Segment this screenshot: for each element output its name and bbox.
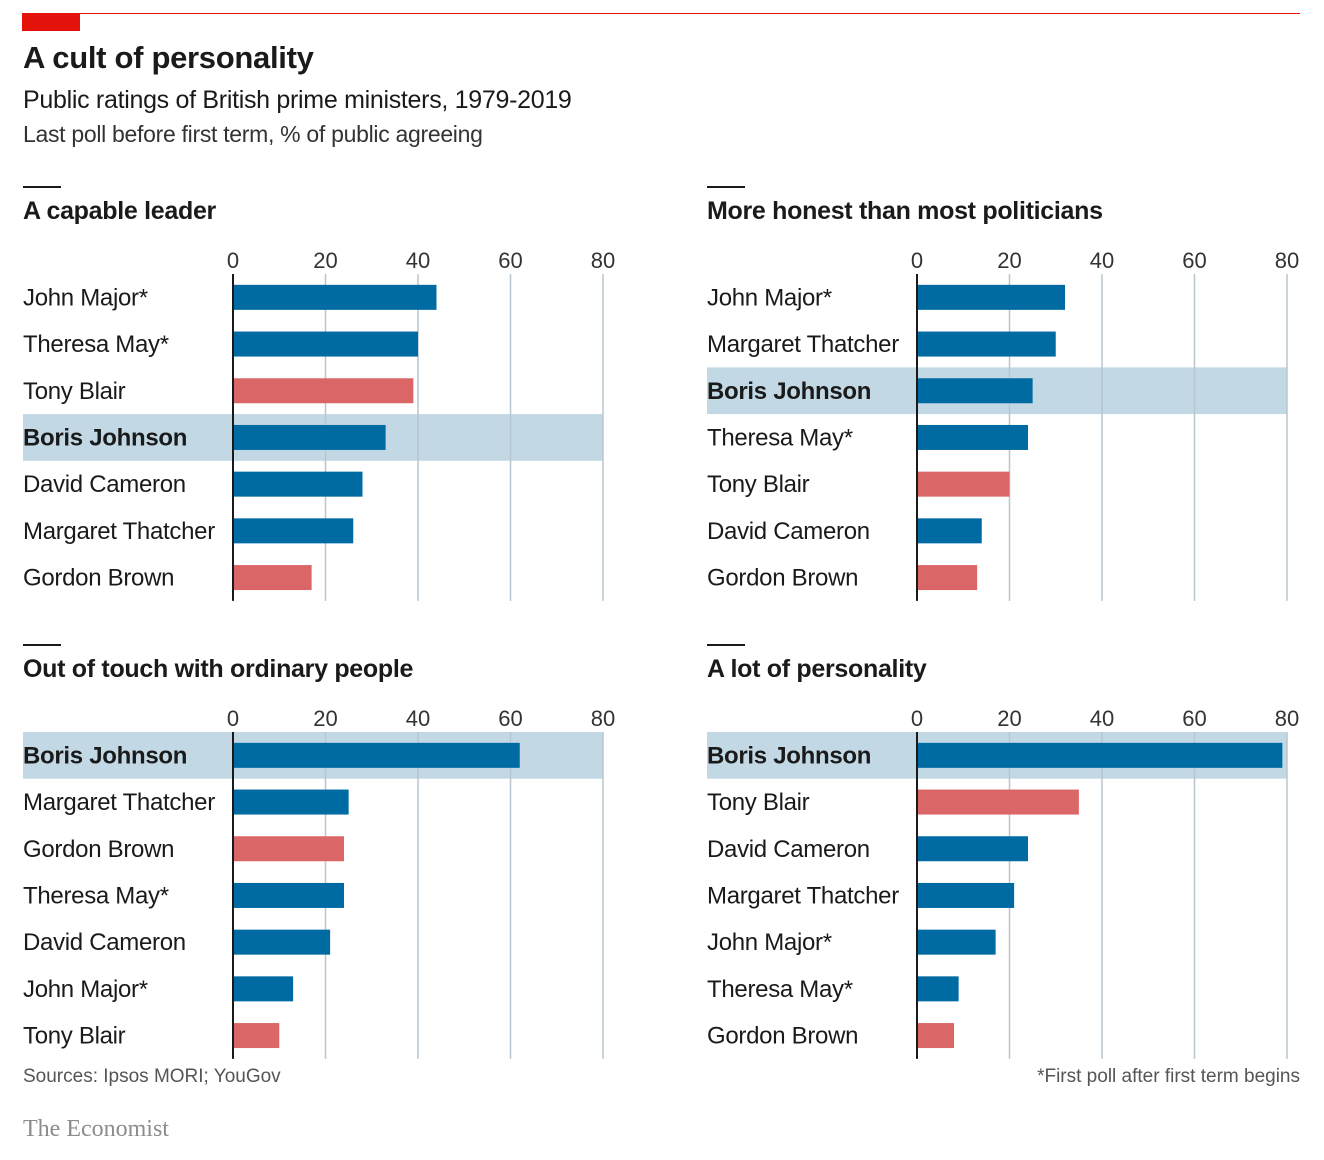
category-label: Tony Blair	[23, 378, 126, 405]
chart-title: A cult of personality	[23, 40, 314, 75]
category-label: David Cameron	[23, 929, 186, 956]
bar	[917, 378, 1033, 404]
economist-logo: The Economist	[23, 1116, 169, 1142]
source-note: Sources: Ipsos MORI; YouGov	[23, 1066, 281, 1087]
bar	[233, 518, 354, 544]
bar	[233, 1023, 280, 1049]
category-label: Boris Johnson	[23, 424, 187, 451]
category-label: David Cameron	[707, 518, 870, 545]
bar	[917, 976, 959, 1002]
category-label: Margaret Thatcher	[707, 331, 899, 358]
panel-rule	[707, 186, 745, 188]
panel-title: A lot of personality	[707, 655, 927, 683]
tick-label: 40	[1090, 706, 1114, 731]
tick-label: 20	[997, 248, 1021, 273]
tick-label: 20	[313, 248, 337, 273]
bar	[233, 471, 363, 497]
category-label: Gordon Brown	[707, 565, 858, 592]
panel-rule	[23, 644, 61, 646]
top-rule	[22, 13, 1300, 14]
tick-label: 80	[1275, 248, 1299, 273]
panel-rule	[707, 644, 745, 646]
bar	[917, 331, 1056, 357]
bar	[917, 471, 1010, 497]
category-label: Gordon Brown	[23, 836, 174, 863]
bar	[917, 565, 978, 591]
bar	[917, 929, 996, 955]
panel-title: Out of touch with ordinary people	[23, 655, 413, 683]
panel-rule	[23, 186, 61, 188]
category-label: Gordon Brown	[707, 1023, 858, 1050]
bar	[233, 929, 331, 955]
tick-label: 60	[1182, 706, 1206, 731]
bar	[917, 836, 1028, 862]
tick-label: 40	[1090, 248, 1114, 273]
tick-label: 0	[911, 706, 923, 731]
tick-label: 80	[591, 706, 615, 731]
tick-label: 80	[1275, 706, 1299, 731]
category-label: Theresa May*	[707, 976, 853, 1003]
bar	[917, 284, 1065, 310]
category-label: John Major*	[707, 929, 832, 956]
bar	[233, 976, 294, 1002]
category-label: John Major*	[707, 284, 832, 311]
tick-label: 80	[591, 248, 615, 273]
tick-label: 20	[313, 706, 337, 731]
red-tag	[22, 13, 80, 31]
panel-title: More honest than most politicians	[707, 197, 1103, 225]
bar	[233, 284, 437, 310]
category-label: Boris Johnson	[23, 742, 187, 769]
category-label: Tony Blair	[707, 471, 810, 498]
bar	[233, 742, 520, 768]
bar	[233, 836, 344, 862]
bar	[233, 882, 344, 908]
tick-label: 0	[911, 248, 923, 273]
category-label: Gordon Brown	[23, 565, 174, 592]
bar	[233, 565, 312, 591]
category-label: David Cameron	[707, 836, 870, 863]
chart-description: Last poll before first term, % of public…	[23, 121, 483, 147]
category-label: Boris Johnson	[707, 742, 871, 769]
category-label: Boris Johnson	[707, 378, 871, 405]
bar	[233, 789, 349, 815]
tick-label: 60	[498, 706, 522, 731]
category-label: Theresa May*	[23, 882, 169, 909]
tick-label: 0	[227, 706, 239, 731]
category-label: Margaret Thatcher	[23, 518, 215, 545]
chart-subtitle: Public ratings of British prime minister…	[23, 86, 572, 114]
tick-label: 40	[406, 248, 430, 273]
footnote: *First poll after first term begins	[1037, 1066, 1300, 1087]
category-label: Theresa May*	[707, 424, 853, 451]
panel-title: A capable leader	[23, 197, 217, 225]
category-label: Margaret Thatcher	[23, 789, 215, 816]
bar	[233, 378, 414, 404]
category-label: David Cameron	[23, 471, 186, 498]
category-label: John Major*	[23, 976, 148, 1003]
tick-label: 20	[997, 706, 1021, 731]
bar	[917, 1023, 954, 1049]
bar	[917, 882, 1015, 908]
tick-label: 60	[498, 248, 522, 273]
category-label: Tony Blair	[707, 789, 810, 816]
category-label: Tony Blair	[23, 1023, 126, 1050]
tick-label: 0	[227, 248, 239, 273]
bar	[233, 331, 418, 357]
bar	[233, 424, 386, 450]
category-label: Margaret Thatcher	[707, 882, 899, 909]
category-label: John Major*	[23, 284, 148, 311]
bar	[917, 742, 1283, 768]
bar	[917, 789, 1079, 815]
bar	[917, 518, 982, 544]
bar	[917, 424, 1028, 450]
category-label: Theresa May*	[23, 331, 169, 358]
tick-label: 60	[1182, 248, 1206, 273]
tick-label: 40	[406, 706, 430, 731]
